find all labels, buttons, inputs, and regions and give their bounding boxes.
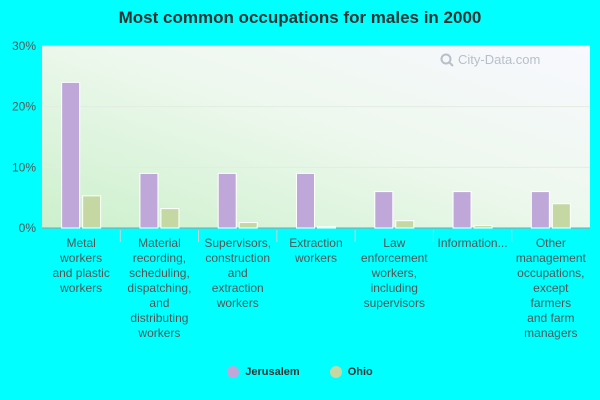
- x-tick-label-line: workers: [216, 296, 259, 310]
- plot-area: [42, 46, 590, 228]
- x-tick-label-line: Information...: [437, 236, 508, 250]
- bar-jerusalem: [374, 191, 394, 229]
- x-tick-label-line: and: [227, 266, 248, 280]
- x-tick-label-line: distributing: [130, 311, 189, 325]
- y-tick-label: 30%: [12, 39, 36, 53]
- x-tick-label: Material recording, scheduling, dispatching…: [120, 236, 198, 341]
- x-tick-label: Law enforcement workers, including superviso…: [355, 236, 433, 311]
- bar-jerusalem: [61, 81, 81, 229]
- x-tick-label-line: dispatching,: [127, 281, 192, 295]
- legend-swatch-ohio: [329, 366, 342, 378]
- x-tick-label: Information...: [433, 236, 511, 251]
- x-tick-label-line: Metal: [66, 236, 96, 250]
- x-tick-label-line: extraction: [211, 281, 264, 295]
- x-tick-label-line: Other: [535, 236, 566, 250]
- bar-ohio: [395, 220, 415, 229]
- y-tick-label: 20%: [12, 100, 36, 114]
- x-tick-label-line: and plastic: [52, 266, 110, 280]
- bar-jerusalem: [217, 172, 237, 229]
- x-tick-label-line: workers: [138, 326, 181, 340]
- x-tick-label-line: including: [370, 281, 418, 295]
- x-tick-label-line: workers,: [371, 266, 417, 280]
- y-tick-label: 0%: [19, 221, 37, 235]
- watermark-text: City-Data.com: [458, 52, 541, 67]
- x-tick-label-line: workers: [60, 251, 103, 265]
- x-tick-label-line: scheduling,: [129, 266, 190, 280]
- legend-item-jerusalem: Jerusalem: [227, 366, 300, 378]
- legend-label-ohio: Ohio: [347, 366, 373, 378]
- bar-jerusalem: [139, 172, 159, 229]
- legend-swatch-jerusalem: [227, 366, 240, 378]
- chart-title: Most common occupations for males in 200…: [118, 8, 482, 27]
- legend: Jerusalem Ohio: [0, 366, 600, 378]
- x-tick-label-line: management: [515, 251, 586, 265]
- x-tick-label-line: Supervisors,: [204, 236, 272, 250]
- bar-ohio: [160, 208, 180, 229]
- bar-ohio: [551, 203, 571, 229]
- x-tick-label-line: managers: [524, 326, 578, 340]
- x-tick-label-line: except: [533, 281, 569, 295]
- legend-label-jerusalem: Jerusalem: [245, 366, 300, 378]
- x-tick-label-line: recording,: [132, 251, 187, 265]
- x-tick-label-line: supervisors: [363, 296, 425, 310]
- x-tick-label: Supervisors, construction and extraction wor…: [199, 236, 277, 311]
- bar-ohio: [82, 195, 102, 229]
- x-tick-label: Metal workers and plastic workers: [42, 236, 120, 296]
- legend-item-ohio: Ohio: [329, 366, 373, 378]
- bar-jerusalem: [452, 191, 472, 229]
- x-tick-label-line: construction: [205, 251, 271, 265]
- x-tick-label-line: occupations,: [517, 266, 585, 280]
- x-tick-label-line: farmers: [530, 296, 572, 310]
- x-tick-label-line: Law: [383, 236, 406, 250]
- bar-ohio: [473, 225, 493, 229]
- x-tick-label-line: Extraction: [289, 236, 343, 250]
- magnifier-icon: [440, 53, 454, 67]
- x-tick-label-line: Material: [138, 236, 181, 250]
- bar-jerusalem: [530, 191, 550, 229]
- x-tick-label: Extraction workers: [277, 236, 355, 266]
- x-tick-label: Other management occupations, except farmers…: [512, 236, 590, 341]
- x-tick-label-line: workers: [60, 281, 103, 295]
- y-tick-label: 10%: [12, 160, 36, 174]
- bar-ohio: [317, 226, 336, 229]
- bar-jerusalem: [296, 172, 315, 229]
- bar-ohio: [238, 222, 258, 229]
- x-tick-label-line: workers: [294, 251, 337, 265]
- x-tick-label-line: enforcement: [360, 251, 428, 265]
- x-tick-label-line: and farm: [527, 311, 575, 325]
- x-tick-label-line: and: [149, 296, 170, 310]
- watermark: City-Data.com: [440, 52, 540, 67]
